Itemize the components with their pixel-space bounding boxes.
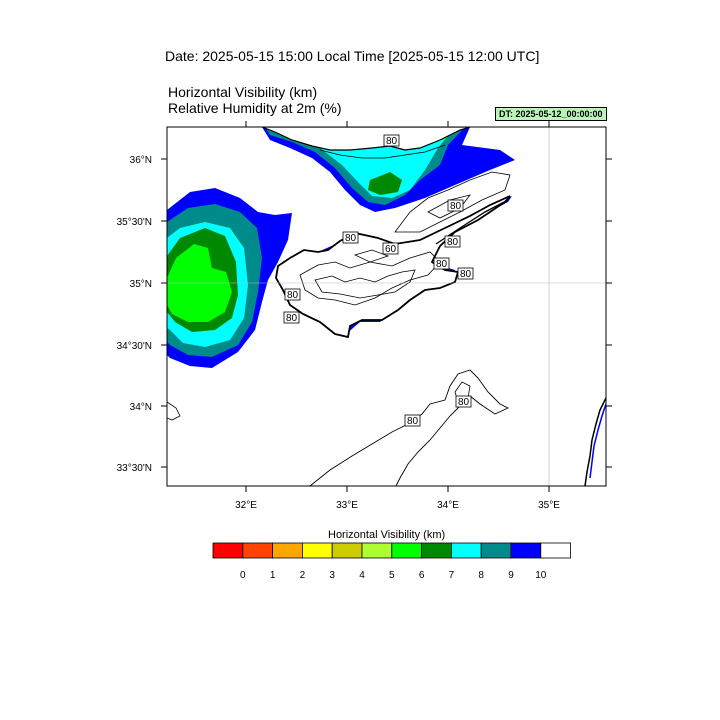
- longitude-tick-labels: 32°E 33°E 34°E 35°E: [235, 500, 560, 511]
- cyprus-island: [275, 195, 511, 339]
- legend-labels: 0 1 2 3 4 5 6 7 8 9 10: [0, 570, 720, 584]
- colorbar: [212, 542, 571, 559]
- contour-label: 80: [386, 136, 398, 147]
- legend-title: Horizontal Visibility (km): [328, 529, 446, 541]
- contour-label: 80: [407, 416, 419, 427]
- colorbar-tick-label: 4: [359, 570, 365, 581]
- humidity-contour-north-turkey: [319, 144, 446, 159]
- levant-coastline: [584, 397, 606, 486]
- lat-tick-label: 35°30'N: [117, 217, 152, 228]
- map-gridlines: [167, 127, 606, 486]
- humidity-contour-interior-3: [353, 249, 390, 263]
- humidity-contour-interior-2: [314, 269, 416, 299]
- lat-tick-label: 35°N: [130, 279, 152, 290]
- colorbar-tick-label: 1: [269, 570, 276, 581]
- latitude-tick-labels: 36°N 35°30'N 35°N 34°30'N 34°N 33°30'N: [117, 155, 152, 474]
- contour-label: 80: [345, 233, 357, 244]
- colorbar-tick-label: 2: [299, 570, 306, 581]
- colorbar-swatch: [510, 542, 542, 559]
- colorbar-tick-label: 3: [329, 570, 335, 581]
- colorbar-tick-label: 0: [240, 570, 246, 581]
- variable-title-visibility: Horizontal Visibility (km): [168, 84, 318, 100]
- map-frame: [166, 126, 607, 487]
- contour-label: 80: [460, 269, 472, 280]
- contour-label: 80: [286, 313, 298, 324]
- lat-tick-label: 34°N: [130, 402, 152, 413]
- colorbar-swatch: [331, 542, 363, 559]
- map-content: 80 80 80 60 80 80 80 80 80 80 80: [167, 127, 606, 486]
- colorbar-tick-label: 10: [535, 570, 547, 581]
- colorbar-swatch: [480, 542, 512, 559]
- lon-tick-label: 33°E: [336, 500, 358, 511]
- levant-coastline-blue: [589, 403, 606, 479]
- lon-tick-label: 35°E: [538, 500, 560, 511]
- turkey-coastline: [261, 127, 471, 151]
- contour-label: 80: [436, 259, 448, 270]
- contour-label: 80: [450, 201, 462, 212]
- contour-labels: 80 80 80 60 80 80 80 80 80 80 80: [283, 134, 474, 427]
- lat-tick-label: 34°30'N: [117, 341, 152, 352]
- colorbar-swatch: [212, 542, 244, 559]
- contour-label: 80: [287, 290, 299, 301]
- colorbar-swatch: [242, 542, 274, 559]
- colorbar-swatch: [361, 542, 393, 559]
- date-title: Date: 2025-05-15 15:00 Local Time [2025-…: [165, 48, 540, 64]
- humidity-contour-west-edge: [167, 401, 181, 421]
- colorbar-swatch: [540, 542, 571, 559]
- init-time-badge: DT: 2025-05-12_00:00:00: [495, 107, 607, 121]
- colorbar-tick-label: 5: [389, 570, 395, 581]
- contour-label: 80: [458, 397, 470, 408]
- lat-tick-label: 36°N: [130, 155, 152, 166]
- colorbar-swatch: [301, 542, 333, 559]
- variable-title-humidity: Relative Humidity at 2m (%): [168, 100, 342, 116]
- lon-tick-label: 32°E: [235, 500, 257, 511]
- colorbar-tick-label: 7: [448, 570, 455, 581]
- colorbar-tick-label: 6: [418, 570, 425, 581]
- colorbar-tick-label: 9: [508, 570, 514, 581]
- lon-tick-label: 34°E: [437, 500, 459, 511]
- lat-tick-label: 33°30'N: [117, 463, 152, 474]
- contour-label: 60: [385, 244, 397, 255]
- colorbar-tick-label: 8: [478, 570, 484, 581]
- colorbar-swatch: [272, 542, 303, 559]
- colorbar-swatch: [421, 542, 452, 559]
- visibility-fill-north-green: [368, 172, 402, 195]
- colorbar-swatch: [450, 542, 482, 559]
- humidity-contour-north-1: [394, 171, 511, 233]
- contour-label: 80: [447, 237, 459, 248]
- colorbar-swatch: [391, 542, 422, 559]
- map-ticks: [161, 121, 612, 492]
- humidity-contour-north-2: [427, 194, 472, 219]
- humidity-contour-sea-south: [309, 369, 510, 486]
